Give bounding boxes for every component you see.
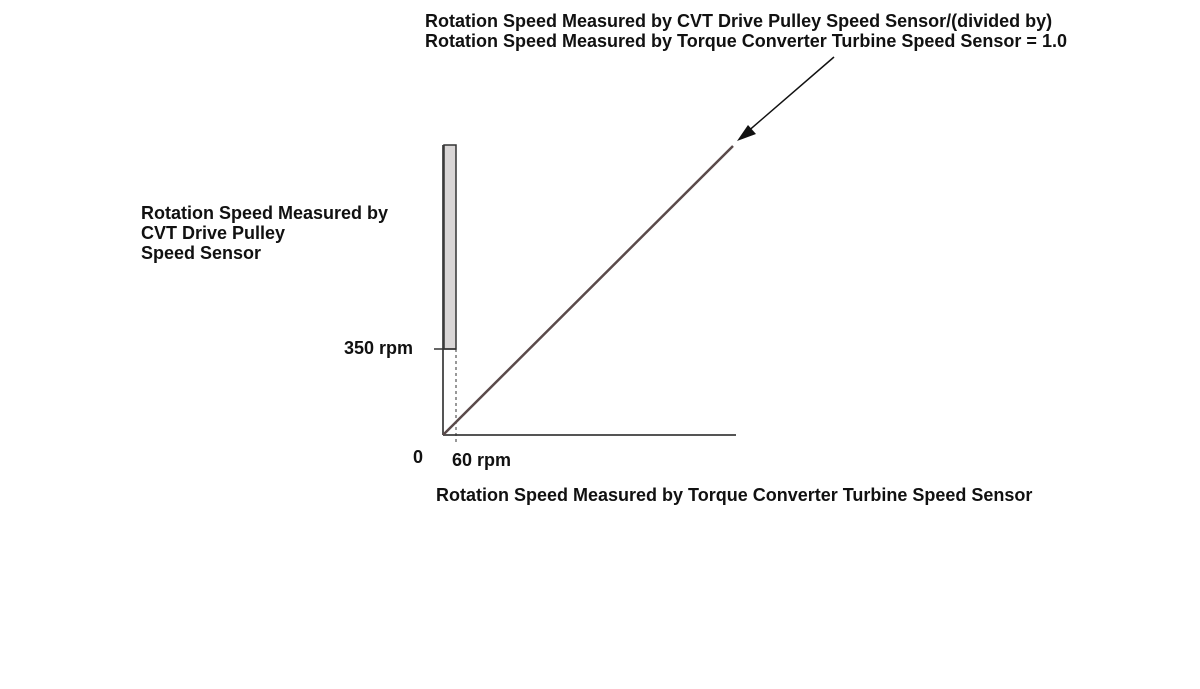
origin-label: 0	[413, 447, 424, 467]
y-axis-title-line-3: Speed Sensor	[141, 243, 262, 263]
y-axis-title-line-2: CVT Drive Pulley	[141, 223, 286, 243]
y-axis-title-line-1: Rotation Speed Measured by	[141, 203, 389, 223]
y-tick-label: 350 rpm	[344, 338, 414, 358]
annotation-arrow-head	[737, 125, 756, 141]
x-axis-title: Rotation Speed Measured by Torque Conver…	[436, 485, 1033, 505]
ratio-annotation-line-1: Rotation Speed Measured by CVT Drive Pul…	[425, 11, 1053, 31]
ratio-annotation-line-2: Rotation Speed Measured by Torque Conver…	[425, 31, 1067, 51]
y-axis-title: Rotation Speed Measured by CVT Drive Pul…	[141, 203, 388, 263]
ratio-one-line	[442, 145, 734, 436]
detection-region-band	[443, 144, 457, 350]
x-tick-label: 60 rpm	[452, 450, 512, 470]
ratio-annotation: Rotation Speed Measured by CVT Drive Pul…	[425, 11, 1067, 51]
annotation-arrow-shaft	[745, 56, 835, 134]
